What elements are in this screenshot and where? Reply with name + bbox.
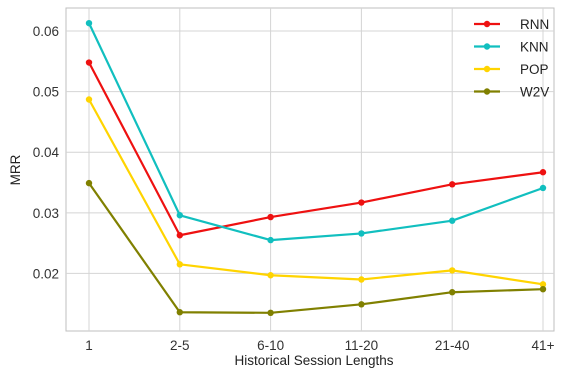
data-point (449, 289, 456, 296)
data-point (358, 230, 365, 237)
series-line (88, 182, 544, 314)
legend-item-pop: POP (474, 62, 549, 77)
y-tick-label: 0.04 (33, 145, 60, 160)
legend-label: POP (520, 62, 549, 77)
x-axis-label: Historical Session Lengths (234, 353, 393, 368)
legend-marker (483, 65, 491, 73)
legend-marker (483, 20, 491, 28)
data-point (267, 309, 274, 317)
data-point (176, 261, 183, 268)
data-point (449, 267, 456, 274)
data-point (358, 301, 365, 308)
data-point (539, 281, 547, 288)
y-tick-label: 0.02 (33, 266, 59, 281)
x-tick-label: 11-20 (345, 338, 379, 353)
data-point (267, 236, 274, 244)
x-tick-label: 1 (85, 338, 93, 353)
series-w2v (85, 179, 547, 317)
legend-label: W2V (520, 85, 549, 100)
x-tick-label: 6-10 (257, 338, 284, 353)
data-point (539, 169, 547, 176)
series-rnn (85, 59, 547, 239)
y-axis-ticks: 0.02 0.03 0.04 0.05 0.06 (33, 24, 60, 281)
legend-label: RNN (520, 17, 549, 32)
series-line (88, 98, 544, 286)
data-point (85, 19, 93, 27)
data-point (358, 199, 365, 206)
legend-marker (483, 43, 491, 50)
data-point (358, 276, 365, 283)
data-point (449, 181, 456, 188)
x-axis-ticks: 1 2-5 6-10 11-20 21-40 41+ (85, 338, 554, 353)
x-tick-label: 2-5 (170, 338, 190, 353)
plot-frame (65, 7, 555, 332)
series-pop (85, 96, 547, 288)
legend: RNN KNN POP W2V (474, 17, 549, 100)
series-line (88, 22, 544, 242)
data-point (539, 184, 547, 192)
legend-item-knn: KNN (474, 40, 549, 55)
data-point (176, 212, 183, 219)
y-axis-label: MRR (8, 154, 23, 185)
legend-label: KNN (520, 40, 549, 55)
data-point (85, 96, 93, 103)
legend-marker (483, 88, 491, 95)
x-tick-label: 41+ (532, 338, 555, 353)
data-point (176, 309, 183, 316)
y-tick-label: 0.03 (33, 206, 59, 221)
data-point (267, 213, 274, 221)
series-layer (85, 19, 547, 317)
y-tick-label: 0.05 (33, 85, 59, 100)
series-line (88, 62, 544, 237)
legend-item-rnn: RNN (474, 17, 549, 32)
data-point (85, 179, 93, 187)
data-point (176, 232, 183, 239)
series-knn (85, 19, 547, 244)
data-point (267, 272, 274, 279)
x-tick-label: 21-40 (435, 338, 470, 353)
legend-item-w2v: W2V (474, 85, 549, 100)
y-tick-label: 0.06 (33, 24, 59, 39)
data-point (449, 217, 456, 224)
data-point (539, 285, 547, 293)
data-point (85, 59, 93, 66)
